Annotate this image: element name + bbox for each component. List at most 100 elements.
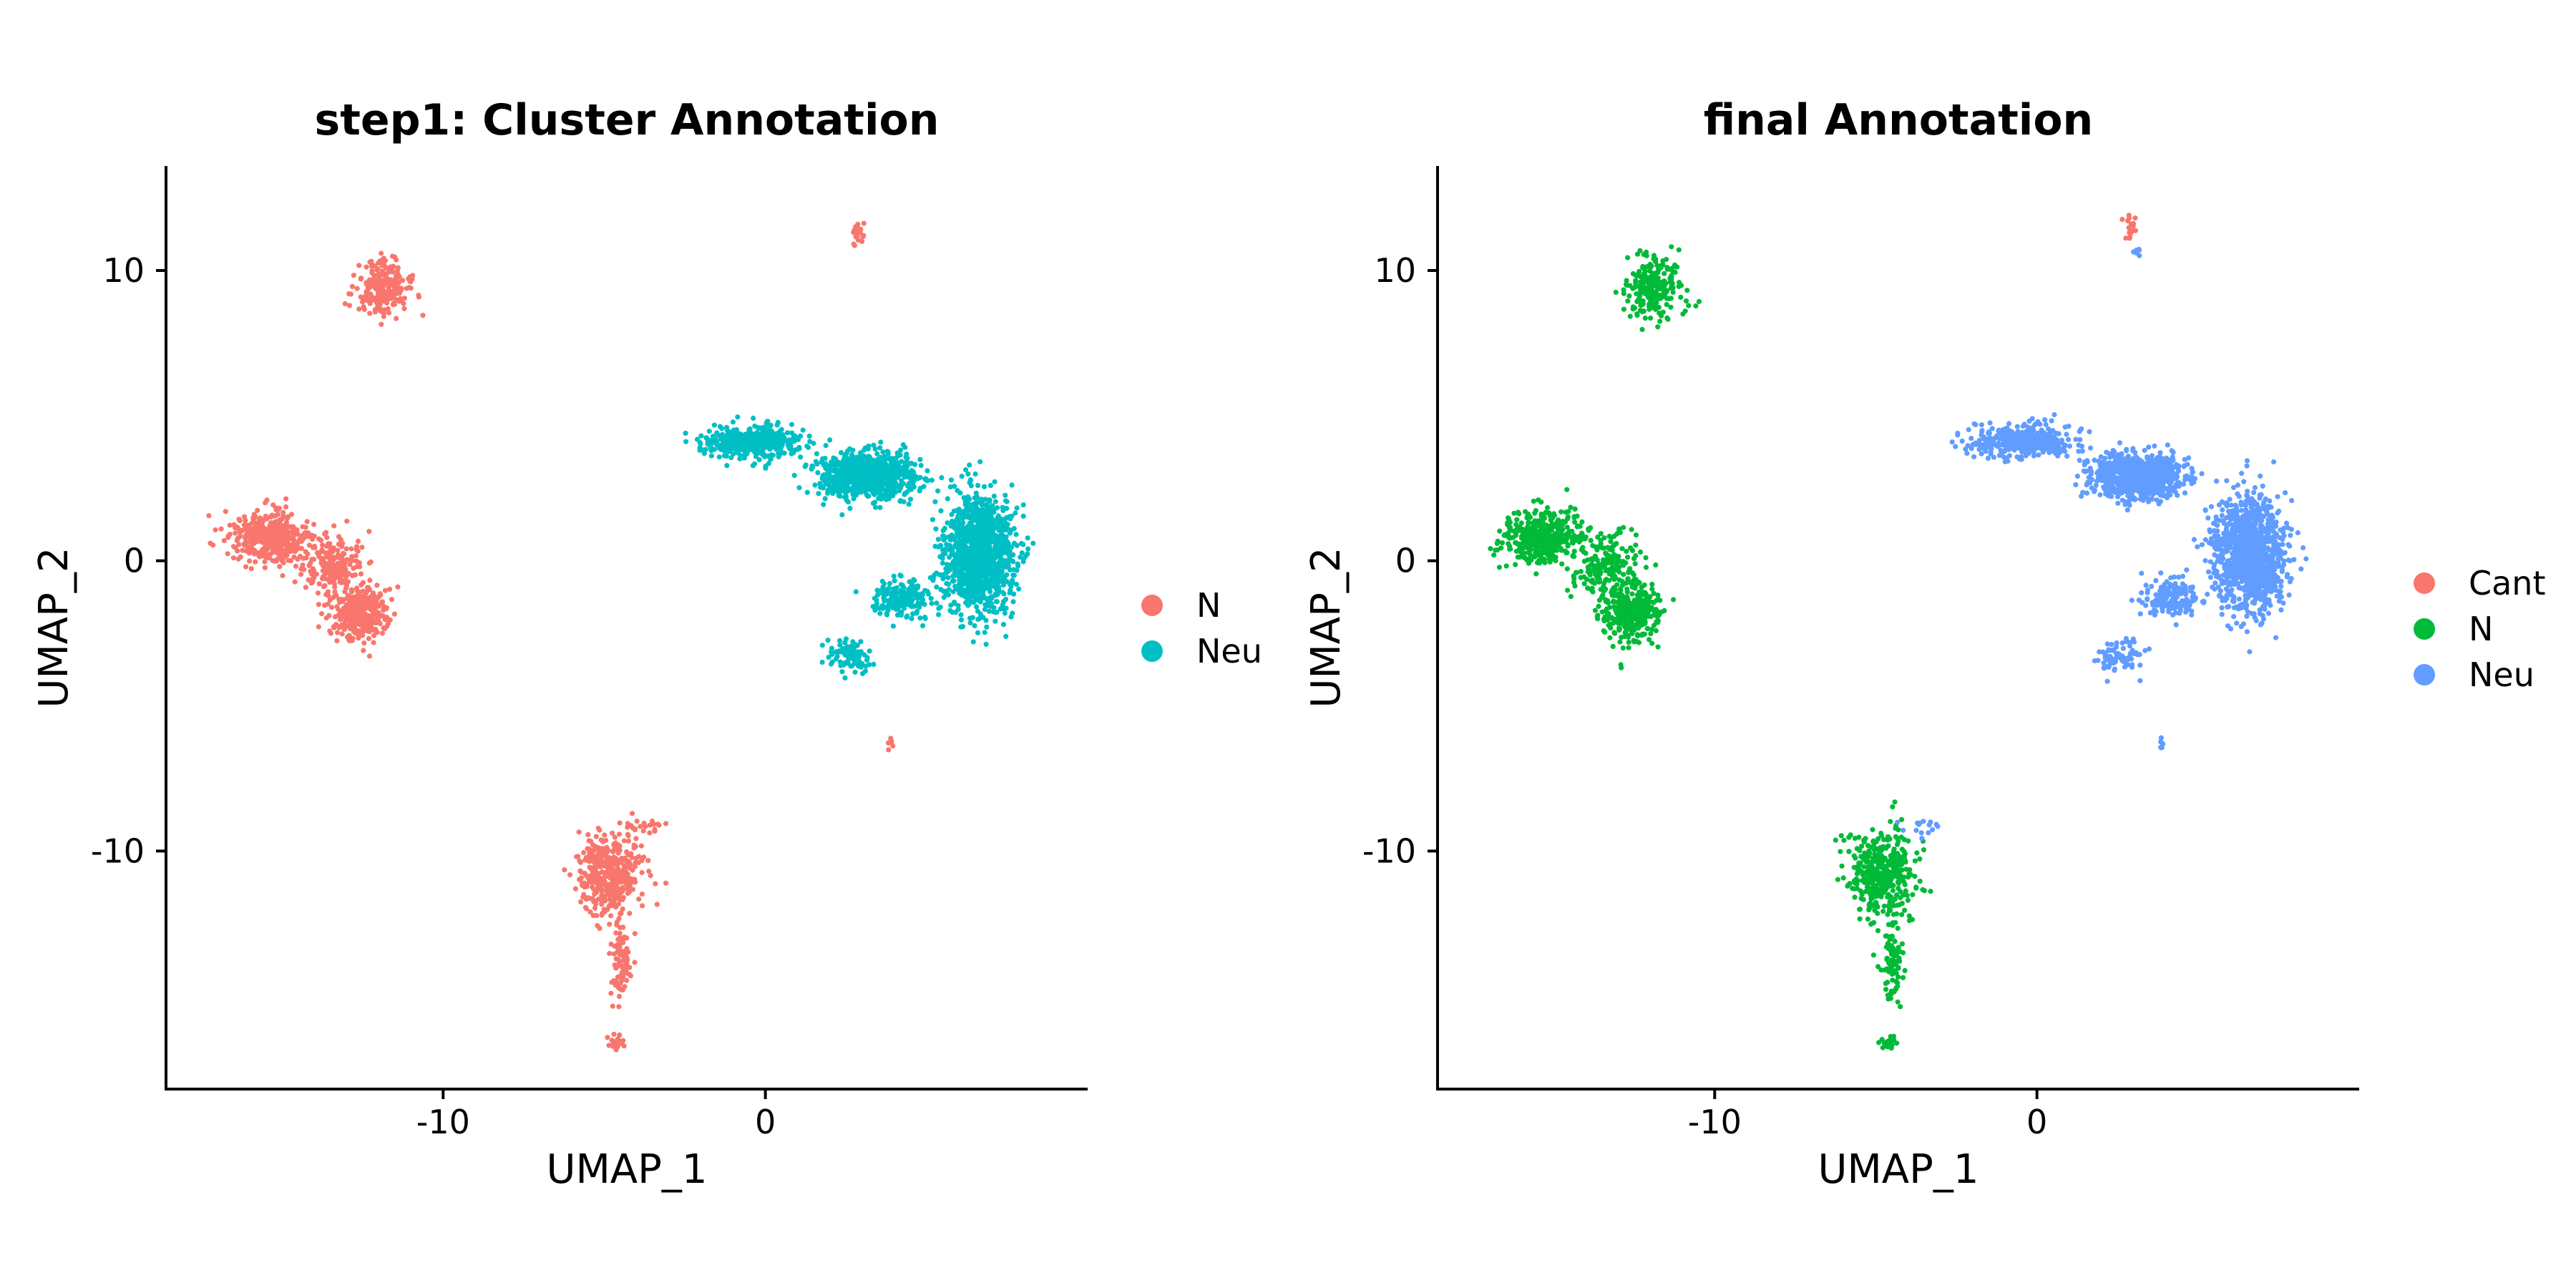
data-point <box>351 611 356 617</box>
data-point <box>291 529 296 535</box>
data-point <box>886 747 892 753</box>
data-point <box>351 273 356 278</box>
data-point <box>924 468 930 474</box>
data-point <box>653 881 658 887</box>
data-point <box>985 535 990 540</box>
data-point <box>909 615 914 622</box>
data-point <box>967 507 973 513</box>
data-point <box>855 649 861 655</box>
data-point <box>338 617 343 623</box>
data-point <box>355 548 361 554</box>
data-point <box>895 462 901 467</box>
data-point <box>874 587 880 593</box>
data-point <box>1649 270 1656 276</box>
data-point <box>326 563 333 569</box>
data-point <box>1013 532 1019 537</box>
data-point <box>850 447 856 453</box>
data-point <box>587 909 593 914</box>
data-point <box>918 462 924 469</box>
data-point <box>256 517 262 522</box>
data-point <box>804 443 810 449</box>
data-point <box>368 559 374 565</box>
data-point <box>243 564 249 570</box>
data-point <box>349 283 355 289</box>
data-point <box>961 557 967 562</box>
data-point <box>588 866 594 872</box>
data-point <box>323 592 329 597</box>
chart-title: final Annotation <box>1704 95 2094 145</box>
data-point <box>218 526 224 532</box>
data-point <box>624 977 630 983</box>
data-point <box>1002 557 1008 564</box>
chart-title: step1: Cluster Annotation <box>315 95 940 145</box>
data-point <box>259 521 265 527</box>
data-point <box>1662 270 1667 276</box>
data-point <box>391 611 398 617</box>
data-point <box>897 485 903 491</box>
data-point <box>903 454 909 460</box>
data-point <box>300 566 306 572</box>
data-point <box>585 846 590 852</box>
data-point <box>992 499 998 504</box>
data-point <box>342 301 348 307</box>
data-point <box>877 605 883 611</box>
data-point <box>321 549 326 555</box>
data-point <box>852 484 858 490</box>
data-point <box>359 545 365 550</box>
data-point <box>971 549 977 555</box>
data-point <box>993 566 999 572</box>
data-point <box>604 850 610 856</box>
data-point <box>861 220 867 226</box>
data-point <box>352 572 358 578</box>
data-point <box>1662 289 1667 295</box>
data-point <box>345 623 351 629</box>
data-point <box>254 535 260 540</box>
data-point <box>1014 582 1020 587</box>
data-point <box>618 911 623 917</box>
data-point <box>841 645 847 652</box>
data-point <box>633 879 638 885</box>
data-point <box>567 872 573 878</box>
data-point <box>932 499 938 504</box>
data-point <box>985 603 991 609</box>
data-point <box>949 512 955 517</box>
data-point <box>906 484 912 490</box>
data-point <box>1667 296 1672 301</box>
data-point <box>394 287 399 293</box>
data-point <box>1526 550 1532 556</box>
data-point <box>738 452 743 459</box>
data-point <box>327 541 333 547</box>
data-point <box>324 535 330 540</box>
data-point <box>362 603 368 609</box>
data-point <box>320 542 326 548</box>
data-point <box>300 562 306 568</box>
data-point <box>1626 293 1632 299</box>
data-point <box>632 931 638 937</box>
data-point <box>1672 270 1678 275</box>
data-point <box>613 965 619 971</box>
data-point <box>779 436 785 442</box>
data-point <box>874 592 881 598</box>
data-point <box>1558 509 1564 514</box>
data-point <box>616 916 622 922</box>
data-point <box>652 826 658 832</box>
data-point <box>617 820 623 826</box>
data-point <box>613 1038 618 1044</box>
data-point <box>967 477 973 483</box>
data-point <box>886 496 892 502</box>
data-point <box>618 949 624 955</box>
data-point <box>625 833 631 839</box>
data-point <box>250 520 256 526</box>
data-point <box>742 452 748 457</box>
data-point <box>356 263 362 268</box>
data-point <box>1014 505 1020 511</box>
data-point <box>1646 301 1652 307</box>
data-point <box>839 669 845 675</box>
data-point <box>878 439 884 445</box>
data-point <box>1660 309 1666 315</box>
data-point <box>401 296 407 301</box>
data-point <box>877 610 883 616</box>
data-point <box>375 616 381 623</box>
